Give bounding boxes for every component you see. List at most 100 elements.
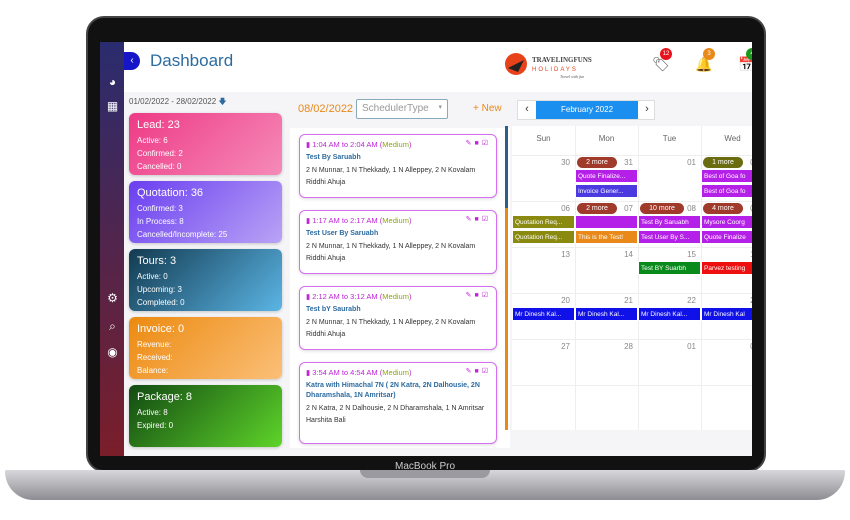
day-number[interactable]: 13 — [561, 250, 570, 259]
schedule-item[interactable]: ▮ 1:04 AM to 2:04 AM (Medium) ✎■☑ Test By … — [299, 134, 497, 198]
schedule-title[interactable]: Test User By Saruabh — [306, 230, 379, 237]
day-number[interactable]: 28 — [624, 342, 633, 351]
prev-month-button[interactable]: ‹ — [525, 103, 529, 115]
user-icon[interactable]: ◉ — [107, 345, 118, 359]
day-number[interactable]: 23 — [701, 296, 752, 305]
calendar-event[interactable]: Best of Goa fo — [701, 169, 752, 183]
day-number[interactable]: 15 — [687, 250, 696, 259]
new-event-button[interactable]: + New — [473, 103, 502, 114]
collapse-sidebar-button[interactable]: ‹ — [124, 52, 140, 70]
day-number[interactable]: 01 — [687, 342, 696, 351]
calendar-event[interactable]: Quotation Req... — [512, 215, 575, 229]
day-number[interactable]: 14 — [624, 250, 633, 259]
bell-button[interactable]: 🔔 3 — [695, 48, 715, 73]
calendar-event[interactable] — [575, 215, 638, 229]
calendar-event[interactable]: This is the Test! — [575, 230, 638, 244]
scheduler-list[interactable]: ▮ 1:04 AM to 2:04 AM (Medium) ✎■☑ Test By … — [290, 128, 510, 448]
day-number[interactable]: 02 — [701, 158, 752, 167]
stat-card[interactable]: Package: 8 Active: 8 Expired: 0 — [129, 385, 282, 447]
calendar-event[interactable]: Quotation Req... — [512, 230, 575, 244]
more-events-link[interactable]: 10 more — [640, 203, 684, 214]
stat-card[interactable]: Tours: 3 Active: 0 Upcoming: 3 Completed: 0 — [129, 249, 282, 311]
page-title: Dashboard — [150, 51, 234, 70]
schedule-details: 2 N Munnar, 1 N Thekkady, 1 N Alleppey, … — [306, 167, 476, 174]
schedule-item[interactable]: ▮ 2:12 AM to 3:12 AM (Medium) ✎■☑ Test bY … — [299, 286, 497, 350]
stat-card-line: Expired: 0 — [137, 421, 174, 430]
day-number[interactable]: 16 — [701, 250, 752, 259]
more-events-link[interactable]: 2 more — [577, 203, 617, 214]
edit-icon[interactable]: ✎ — [465, 216, 475, 223]
dashboard-icon[interactable]: ◕ — [108, 75, 117, 89]
stat-card[interactable]: Invoice: 0 Revenue: Received: Balance: — [129, 317, 282, 379]
calendar-event[interactable]: Quote Finalize... — [575, 169, 638, 183]
schedule-title[interactable]: Test By Saruabh — [306, 154, 361, 161]
calendar-event[interactable]: Test User By S... — [638, 230, 701, 244]
day-number[interactable]: 08 — [687, 204, 696, 213]
schedule-item[interactable]: ▮ 3:54 AM to 4:54 AM (Medium) ✎■☑ Katra wi… — [299, 362, 497, 444]
calendar-event[interactable]: Mysore Coorg — [701, 215, 752, 229]
calendar-event[interactable]: Test By Saruabh — [638, 215, 701, 229]
schedule-title[interactable]: Katra with Himachal 7N ( 2N Katra, 2N Da… — [306, 382, 480, 399]
next-month-button[interactable]: › — [645, 103, 649, 115]
app-screen: ◕ ▦ ⚙ ⌕ ◉ ‹ Dashboard TRAVELINGFUNS HOLI… — [100, 42, 752, 456]
more-events-link[interactable]: 2 more — [577, 157, 617, 168]
day-number[interactable]: 07 — [624, 204, 633, 213]
trash-icon[interactable]: ■ — [474, 216, 482, 223]
month-navigator: ‹ February 2022 › — [517, 100, 655, 120]
checkbox-icon[interactable]: ☑ — [481, 140, 491, 147]
day-number[interactable]: 30 — [561, 158, 570, 167]
trash-icon[interactable]: ■ — [474, 292, 482, 299]
month-label[interactable]: February 2022 — [536, 101, 638, 119]
checkbox-icon[interactable]: ☑ — [481, 292, 491, 299]
more-events-link[interactable]: 1 more — [703, 157, 743, 168]
tag-button[interactable]: 🏷 12 — [652, 48, 672, 73]
schedule-time: ▮ 2:12 AM to 3:12 AM (Medium) — [306, 292, 412, 301]
stat-card[interactable]: Quotation: 36 Confirmed: 3 In Process: 8 Ca… — [129, 181, 282, 243]
day-number[interactable]: 22 — [687, 296, 696, 305]
search-icon[interactable]: ⌕ — [109, 319, 116, 333]
calendar-event[interactable]: Mr Dinesh Kal... — [512, 307, 575, 321]
schedule-item[interactable]: ▮ 1:17 AM to 2:17 AM (Medium) ✎■☑ Test Use… — [299, 210, 497, 274]
day-number[interactable]: 09 — [701, 204, 752, 213]
stat-card-title: Lead: 23 — [137, 119, 180, 131]
item-actions: ✎■☑ — [466, 291, 491, 299]
schedule-title[interactable]: Test bY Saurabh — [306, 306, 361, 313]
edit-icon[interactable]: ✎ — [465, 368, 475, 375]
edit-icon[interactable]: ✎ — [465, 292, 475, 299]
date-range-filter[interactable]: 01/02/2022 - 28/02/2022 🡇 — [129, 97, 227, 106]
weekday-header: Wed — [724, 134, 741, 143]
edit-icon[interactable]: ✎ — [465, 140, 475, 147]
schedule-details: 2 N Munnar, 1 N Thekkady, 1 N Alleppey, … — [306, 243, 476, 250]
schedule-time-text: 1:04 AM to 2:04 AM — [312, 140, 378, 149]
calendar-event[interactable]: Best of Goa fo — [701, 184, 752, 198]
checkbox-icon[interactable]: ☑ — [481, 368, 491, 375]
calendar-event[interactable]: Invoice Gener... — [575, 184, 638, 198]
stat-card-line: Completed: 0 — [137, 298, 185, 307]
calendar-event[interactable]: Mr Dinesh Kal... — [575, 307, 638, 321]
weekday-header: Mon — [598, 134, 615, 143]
tag-icon: 🏷 — [652, 56, 670, 72]
calendar-event[interactable]: Parvez testing — [701, 261, 752, 275]
calendar-check-button[interactable]: 📅4 — [738, 48, 752, 73]
day-number[interactable]: 21 — [624, 296, 633, 305]
more-events-link[interactable]: 4 more — [703, 203, 743, 214]
stat-card-line: Confirmed: 2 — [137, 149, 183, 158]
calendar-event[interactable]: Quote Finalize — [701, 230, 752, 244]
day-number[interactable]: 31 — [624, 158, 633, 167]
trash-icon[interactable]: ■ — [474, 140, 482, 147]
calendar-event[interactable]: Mr Dinesh Kal... — [638, 307, 701, 321]
gear-icon[interactable]: ⚙ — [107, 291, 118, 305]
scheduler-type-select[interactable]: SchedulerType ▾ — [356, 99, 448, 119]
day-number[interactable]: 06 — [561, 204, 570, 213]
day-number[interactable]: 02 — [701, 342, 752, 351]
apps-grid-icon[interactable]: ▦ — [106, 99, 119, 113]
stat-card[interactable]: Lead: 23 Active: 6 Confirmed: 2 Cancelled: … — [129, 113, 282, 175]
stat-card-line: Received: — [137, 353, 173, 362]
trash-icon[interactable]: ■ — [474, 368, 482, 375]
day-number[interactable]: 01 — [687, 158, 696, 167]
checkbox-icon[interactable]: ☑ — [481, 216, 491, 223]
day-number[interactable]: 27 — [561, 342, 570, 351]
day-number[interactable]: 20 — [561, 296, 570, 305]
calendar-event[interactable]: Test BY Suarbh — [638, 261, 701, 275]
calendar-event[interactable]: Mr Dinesh Kal — [701, 307, 752, 321]
